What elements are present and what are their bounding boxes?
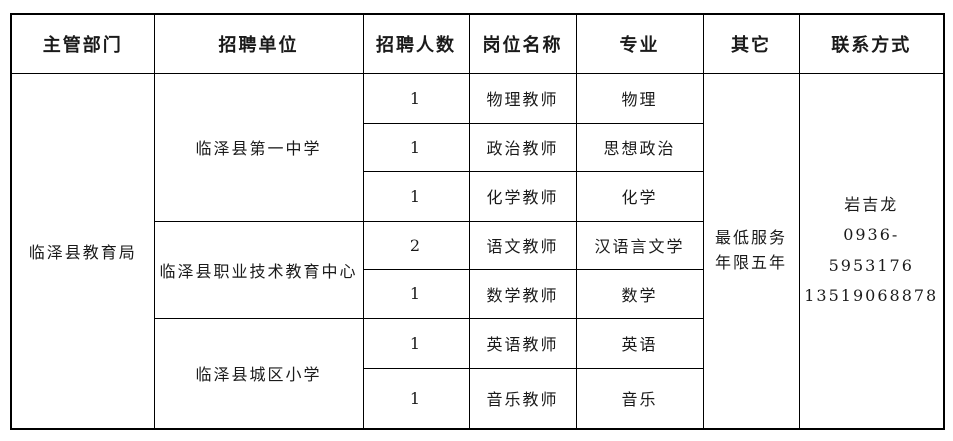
header-cell-contact: 联系方式 <box>798 13 945 74</box>
contact-name: 岩吉龙 <box>844 194 899 214</box>
position-cell: 英语教师 <box>468 317 577 369</box>
major-cell: 汉语言文学 <box>575 220 704 270</box>
table-row: 1 音乐教师 音乐 <box>11 367 944 430</box>
recruitment-table: 主管部门 招聘单位 招聘人数 岗位名称 专业 其它 联系方式 临泽县教育局 临泽… <box>10 13 945 430</box>
unit-cell-vocational-center: 临泽县职业技术教育中心 <box>153 220 364 319</box>
position-cell: 语文教师 <box>468 220 577 270</box>
contact-cell: 岩吉龙 0936-5953176 13519068878 <box>798 72 945 430</box>
table-row: 1 数学教师 数学 <box>11 268 944 319</box>
table-row: 临泽县教育局 临泽县第一中学 1 物理教师 物理 最低服务 年限五年 岩吉龙 0… <box>10 72 945 430</box>
position-cell: 化学教师 <box>468 170 577 222</box>
major-cell: 数学 <box>575 268 704 319</box>
table-row: 1 化学教师 化学 <box>11 170 944 222</box>
count-cell: 1 <box>362 122 470 172</box>
count-cell: 1 <box>362 72 470 124</box>
table-row: 临泽县职业技术教育中心 2 语文教师 汉语言文学 <box>11 220 944 319</box>
position-cell: 音乐教师 <box>468 367 577 430</box>
header-cell-department: 主管部门 <box>10 13 155 74</box>
count-cell: 1 <box>362 268 470 319</box>
header-cell-other: 其它 <box>702 13 800 74</box>
count-cell: 1 <box>362 170 470 222</box>
table-row: 1 政治教师 思想政治 <box>11 122 944 172</box>
major-cell: 思想政治 <box>575 122 704 172</box>
header-cell-unit: 招聘单位 <box>153 13 364 74</box>
other-line-1: 最低服务 <box>714 227 787 247</box>
department-cell: 临泽县教育局 <box>10 72 155 430</box>
position-cell: 物理教师 <box>468 72 577 124</box>
count-cell: 1 <box>362 317 470 369</box>
other-line-2: 年限五年 <box>714 252 787 272</box>
header-cell-count: 招聘人数 <box>362 13 470 74</box>
major-cell: 音乐 <box>575 367 704 430</box>
position-cell: 政治教师 <box>468 122 577 172</box>
header-row: 主管部门 招聘单位 招聘人数 岗位名称 专业 其它 联系方式 <box>10 13 945 74</box>
header-cell-position: 岗位名称 <box>468 13 577 74</box>
unit-cell-urban-primary: 临泽县城区小学 <box>153 317 364 430</box>
other-cell: 最低服务 年限五年 <box>702 72 800 430</box>
major-cell: 化学 <box>575 170 704 222</box>
unit-cell-middle-school: 临泽县第一中学 <box>153 72 364 222</box>
count-cell: 1 <box>362 367 470 430</box>
contact-mobile: 13519068878 <box>804 286 939 306</box>
count-cell: 2 <box>362 220 470 270</box>
major-cell: 物理 <box>575 72 704 124</box>
major-cell: 英语 <box>575 317 704 369</box>
contact-phone: 0936-5953176 <box>828 225 914 275</box>
header-cell-major: 专业 <box>575 13 704 74</box>
position-cell: 数学教师 <box>468 268 577 319</box>
table-row: 临泽县城区小学 1 英语教师 英语 <box>11 317 944 430</box>
